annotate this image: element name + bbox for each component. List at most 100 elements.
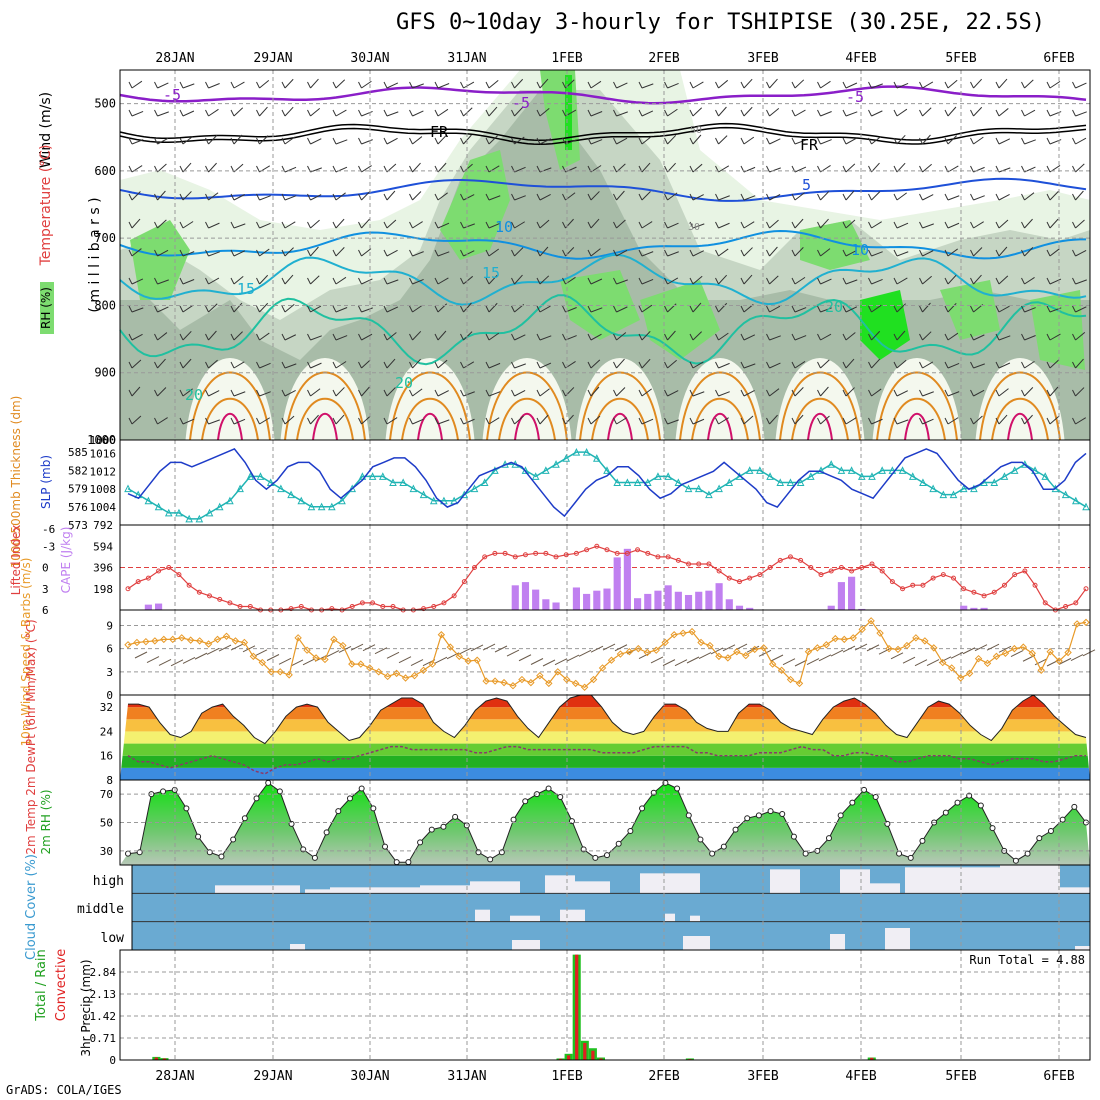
wind-barb-10m: [806, 658, 820, 665]
lifted-point: [614, 550, 620, 556]
wind-barb: [488, 362, 501, 369]
temp-contour-35: [312, 412, 338, 441]
thickness-point: [776, 478, 785, 486]
rh-point: [977, 802, 984, 809]
thickness-point: [195, 514, 204, 523]
wind-speed-point: [1001, 649, 1010, 657]
wind-barb: [871, 110, 883, 117]
wind-speed-point: [285, 671, 293, 679]
wind-barb: [667, 82, 679, 89]
pressure-tick-label: 600: [94, 164, 116, 178]
thickness-point: [1082, 502, 1090, 511]
wind-barb: [667, 277, 679, 285]
wind-barb: [641, 83, 654, 89]
contour-label: 10: [851, 241, 869, 259]
wind-barb-feather: [664, 109, 668, 117]
wind-barb-feather: [817, 333, 821, 341]
wind-barb: [590, 307, 603, 313]
cape-bar: [583, 593, 591, 610]
wind-speed-point: [249, 652, 258, 661]
wind-barb: [208, 303, 218, 313]
lifted-point: [1063, 603, 1069, 609]
wind-barb-feather: [995, 193, 1000, 201]
wind-barb-feather: [791, 109, 796, 117]
wind-speed-point: [536, 671, 544, 680]
wind-barb: [131, 218, 141, 229]
wind-barb-feather: [230, 361, 235, 369]
precip-convective-bar: [870, 1057, 874, 1060]
wind-barb-feather: [817, 389, 821, 397]
temp-panel: [120, 694, 1090, 780]
wind-barb: [769, 305, 781, 313]
wind-barb-10m: [650, 656, 664, 664]
wind-barb: [157, 111, 169, 117]
wind-barb-feather: [638, 109, 643, 117]
wind-barb: [157, 137, 169, 145]
precip-tick-label: 0.71: [90, 1032, 117, 1045]
wind-barb-feather: [1072, 389, 1076, 397]
wind-barb: [947, 195, 960, 201]
wind-barb: [284, 106, 294, 117]
cape-bar: [613, 557, 621, 610]
wind-barb: [463, 194, 475, 201]
temp-contour-35: [707, 412, 733, 441]
wind-barb: [437, 419, 450, 425]
wind-barb: [692, 391, 705, 397]
wind-barb-feather: [485, 417, 490, 425]
thickness-point: [246, 472, 255, 480]
lifted-point: [543, 550, 549, 556]
lifted-point: [512, 554, 518, 560]
wind-barb: [361, 333, 373, 341]
wind-barb: [667, 251, 679, 257]
wind-barb-10m: [902, 656, 916, 664]
wind-barb: [641, 251, 654, 257]
wind-speed-point: [1046, 648, 1054, 656]
thickness-point: [226, 496, 234, 505]
wind-barb: [157, 332, 168, 341]
wind-barb: [361, 386, 370, 397]
wind-barb-10m: [998, 645, 1012, 653]
wind-barb-feather: [613, 417, 617, 425]
wind-barb: [998, 108, 1009, 117]
wind-barb: [259, 274, 269, 285]
wind-barb: [182, 330, 192, 341]
wind-barb-feather: [944, 249, 949, 257]
wind-barb-feather: [715, 333, 719, 341]
temp-tick-label: 16: [100, 750, 113, 763]
wind-barb-feather: [358, 305, 362, 313]
wind-barb: [157, 82, 169, 89]
slp-tick-label: 1004: [90, 501, 117, 514]
wind-barb: [896, 192, 907, 201]
wind-barb-feather: [1021, 109, 1025, 117]
thickness-tick-label: 582: [68, 464, 88, 477]
wind-barb: [1075, 306, 1087, 313]
wind-barb-feather: [791, 333, 796, 341]
wind-barb: [386, 82, 399, 89]
wind-barb: [845, 82, 858, 89]
wind-barb: [896, 330, 906, 341]
wind-barb: [1075, 417, 1086, 425]
wind-barb-feather: [358, 193, 362, 201]
wind-speed-point: [715, 652, 723, 661]
wind-barb: [769, 193, 781, 201]
wind-barb-feather: [230, 109, 235, 117]
wind-speed-point: [885, 644, 893, 653]
lifted-point: [889, 579, 895, 585]
wind-barb: [590, 333, 602, 341]
rh-point: [627, 828, 634, 834]
wind-barb: [284, 334, 297, 341]
lifted-point: [563, 552, 569, 558]
lifted-point: [298, 603, 304, 609]
wind-barb: [1075, 332, 1086, 341]
wind-barb-feather: [791, 249, 796, 257]
wind-barb-10m: [1082, 649, 1096, 657]
wind-barb: [845, 163, 856, 173]
wind-barb-feather: [817, 109, 821, 117]
wind-barb-feather: [868, 417, 872, 425]
wind-barb-feather: [409, 221, 413, 229]
wind-barb-feather: [817, 193, 821, 201]
wind-barb-feather: [205, 277, 209, 285]
wind-barb-feather: [230, 221, 235, 229]
lifted-point: [237, 603, 243, 609]
contour-label: 20: [185, 386, 203, 404]
